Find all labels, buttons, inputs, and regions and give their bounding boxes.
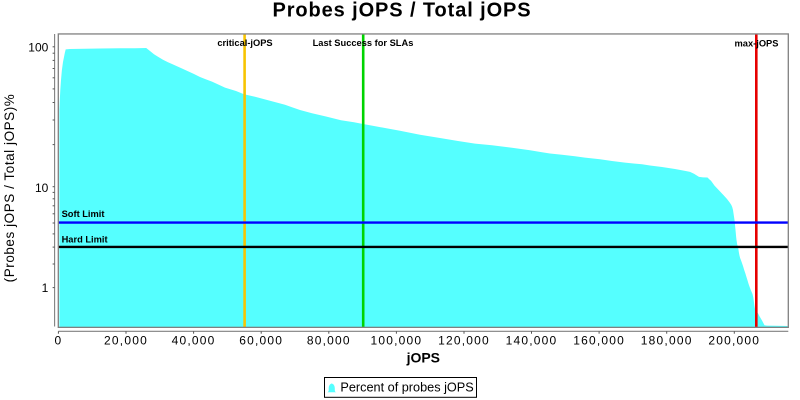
svg-text:Percent of probes jOPS: Percent of probes jOPS bbox=[340, 381, 473, 395]
svg-text:jOPS: jOPS bbox=[406, 350, 440, 366]
svg-text:0: 0 bbox=[54, 334, 62, 348]
svg-text:(Probes jOPS / Total jOPS)%: (Probes jOPS / Total jOPS)% bbox=[2, 94, 17, 283]
svg-text:120,000: 120,000 bbox=[438, 334, 490, 348]
svg-text:critical-jOPS: critical-jOPS bbox=[217, 38, 272, 48]
svg-text:100,000: 100,000 bbox=[371, 334, 423, 348]
svg-text:80,000: 80,000 bbox=[307, 334, 351, 348]
svg-text:10: 10 bbox=[35, 181, 49, 195]
svg-text:100: 100 bbox=[28, 41, 48, 55]
svg-text:40,000: 40,000 bbox=[172, 334, 216, 348]
svg-text:Probes jOPS / Total jOPS: Probes jOPS / Total jOPS bbox=[272, 0, 531, 22]
svg-text:180,000: 180,000 bbox=[641, 334, 693, 348]
svg-text:Last Success for SLAs: Last Success for SLAs bbox=[313, 38, 414, 48]
svg-text:Hard Limit: Hard Limit bbox=[62, 235, 108, 245]
svg-text:20,000: 20,000 bbox=[104, 334, 148, 348]
svg-text:60,000: 60,000 bbox=[239, 334, 283, 348]
svg-text:140,000: 140,000 bbox=[506, 334, 558, 348]
svg-text:160,000: 160,000 bbox=[573, 334, 625, 348]
svg-text:Soft Limit: Soft Limit bbox=[62, 209, 105, 219]
svg-text:max-jOPS: max-jOPS bbox=[735, 38, 779, 48]
svg-text:1: 1 bbox=[42, 281, 49, 295]
svg-text:200,000: 200,000 bbox=[708, 334, 760, 348]
